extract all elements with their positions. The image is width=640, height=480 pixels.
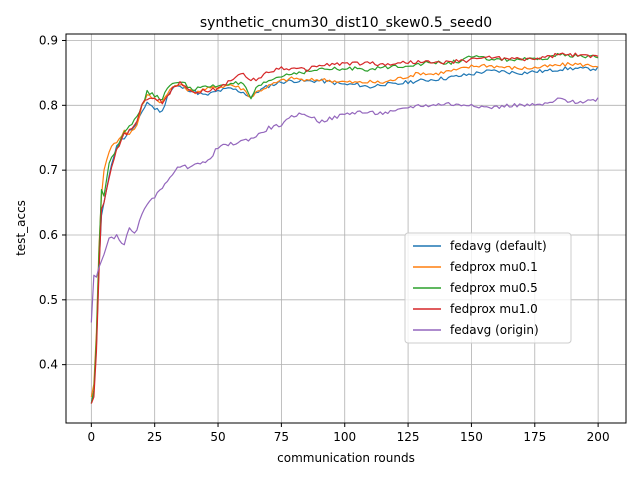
x-tick-label: 200 [587,430,610,444]
legend-label: fedavg (origin) [450,323,539,337]
x-axis-ticks: 0 25 50 75 100 125 150 175 200 [88,423,610,444]
x-tick-label: 125 [397,430,420,444]
legend-frame [404,232,572,344]
x-tick-label: 175 [523,430,546,444]
legend: fedavg (default) fedprox mu0.1 fedprox mu0… [404,232,572,344]
chart-title: synthetic_cnum30_dist10_skew0.5_seed0 [200,15,492,31]
y-tick-label: 0.9 [39,33,58,47]
series-line-2 [90,61,599,398]
y-axis-ticks: 0.4 0.5 0.6 0.7 0.8 0.9 [39,33,66,372]
legend-label: fedprox mu0.1 [450,260,538,274]
x-tick-label: 50 [210,430,225,444]
y-axis-label: test_accs [14,200,28,256]
legend-label: fedavg (default) [450,239,547,253]
x-tick-label: 0 [88,430,96,444]
series-line-3 [90,52,599,404]
series-line-4 [90,52,599,404]
y-tick-label: 0.7 [39,163,58,177]
y-tick-label: 0.6 [39,228,58,242]
legend-label: fedprox mu1.0 [450,302,538,316]
x-tick-label: 75 [274,430,289,444]
y-tick-label: 0.8 [39,98,58,112]
series-lines [90,52,599,404]
plot-frame [65,33,627,424]
x-tick-label: 25 [147,430,162,444]
x-axis-label: communication rounds [277,451,415,465]
x-tick-label: 100 [333,430,356,444]
y-tick-label: 0.5 [39,293,58,307]
series-line-5 [90,97,599,323]
x-tick-label: 150 [460,430,483,444]
legend-label: fedprox mu0.5 [450,281,538,295]
y-tick-label: 0.4 [39,358,58,372]
